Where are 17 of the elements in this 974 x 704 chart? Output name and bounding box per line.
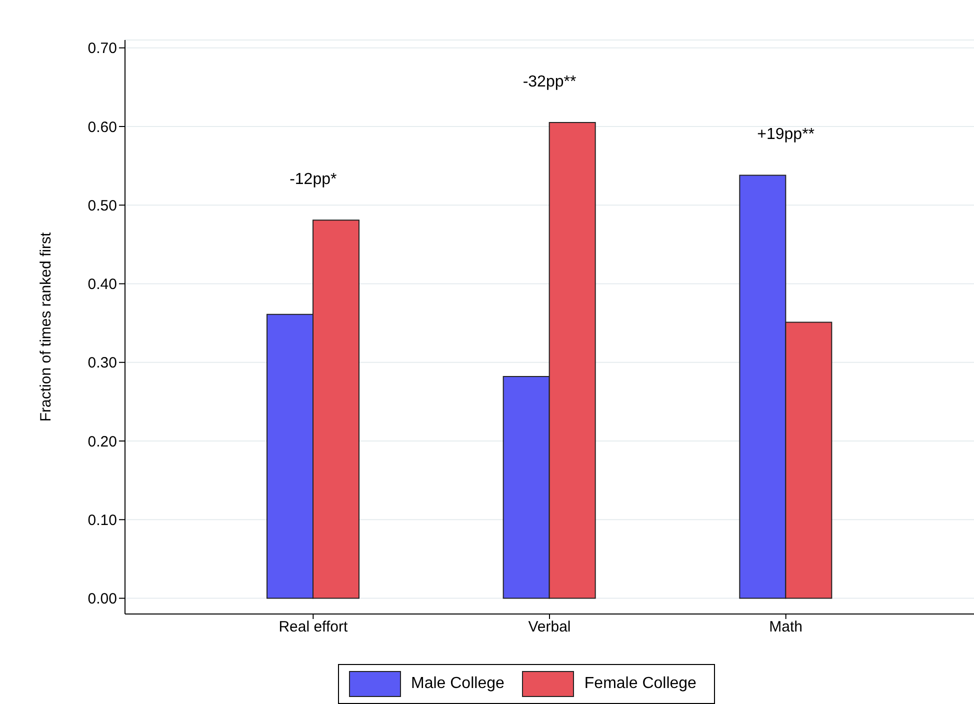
y-tick-label: 0.30 [88,354,117,372]
y-tick-label: 0.00 [88,590,117,608]
y-axis-title: Fraction of times ranked first [37,232,54,422]
y-tick-label: 0.50 [88,197,117,214]
x-tick-label: Verbal [528,618,571,636]
y-tick-label: 0.60 [88,118,117,136]
y-tick-label: 0.40 [88,276,117,294]
y-tick-label: 0.20 [88,433,117,450]
legend-label: Male College [411,675,504,693]
y-tick-label: 0.70 [88,40,117,58]
x-tick-label: Real effort [278,618,348,636]
legend-label: Female College [584,675,696,693]
annotation: +19pp** [757,126,815,144]
x-tick-label: Math [769,618,803,636]
annotation: -12pp* [290,171,337,188]
y-tick-label: 0.10 [88,512,117,529]
annotation: -32pp** [522,74,576,91]
